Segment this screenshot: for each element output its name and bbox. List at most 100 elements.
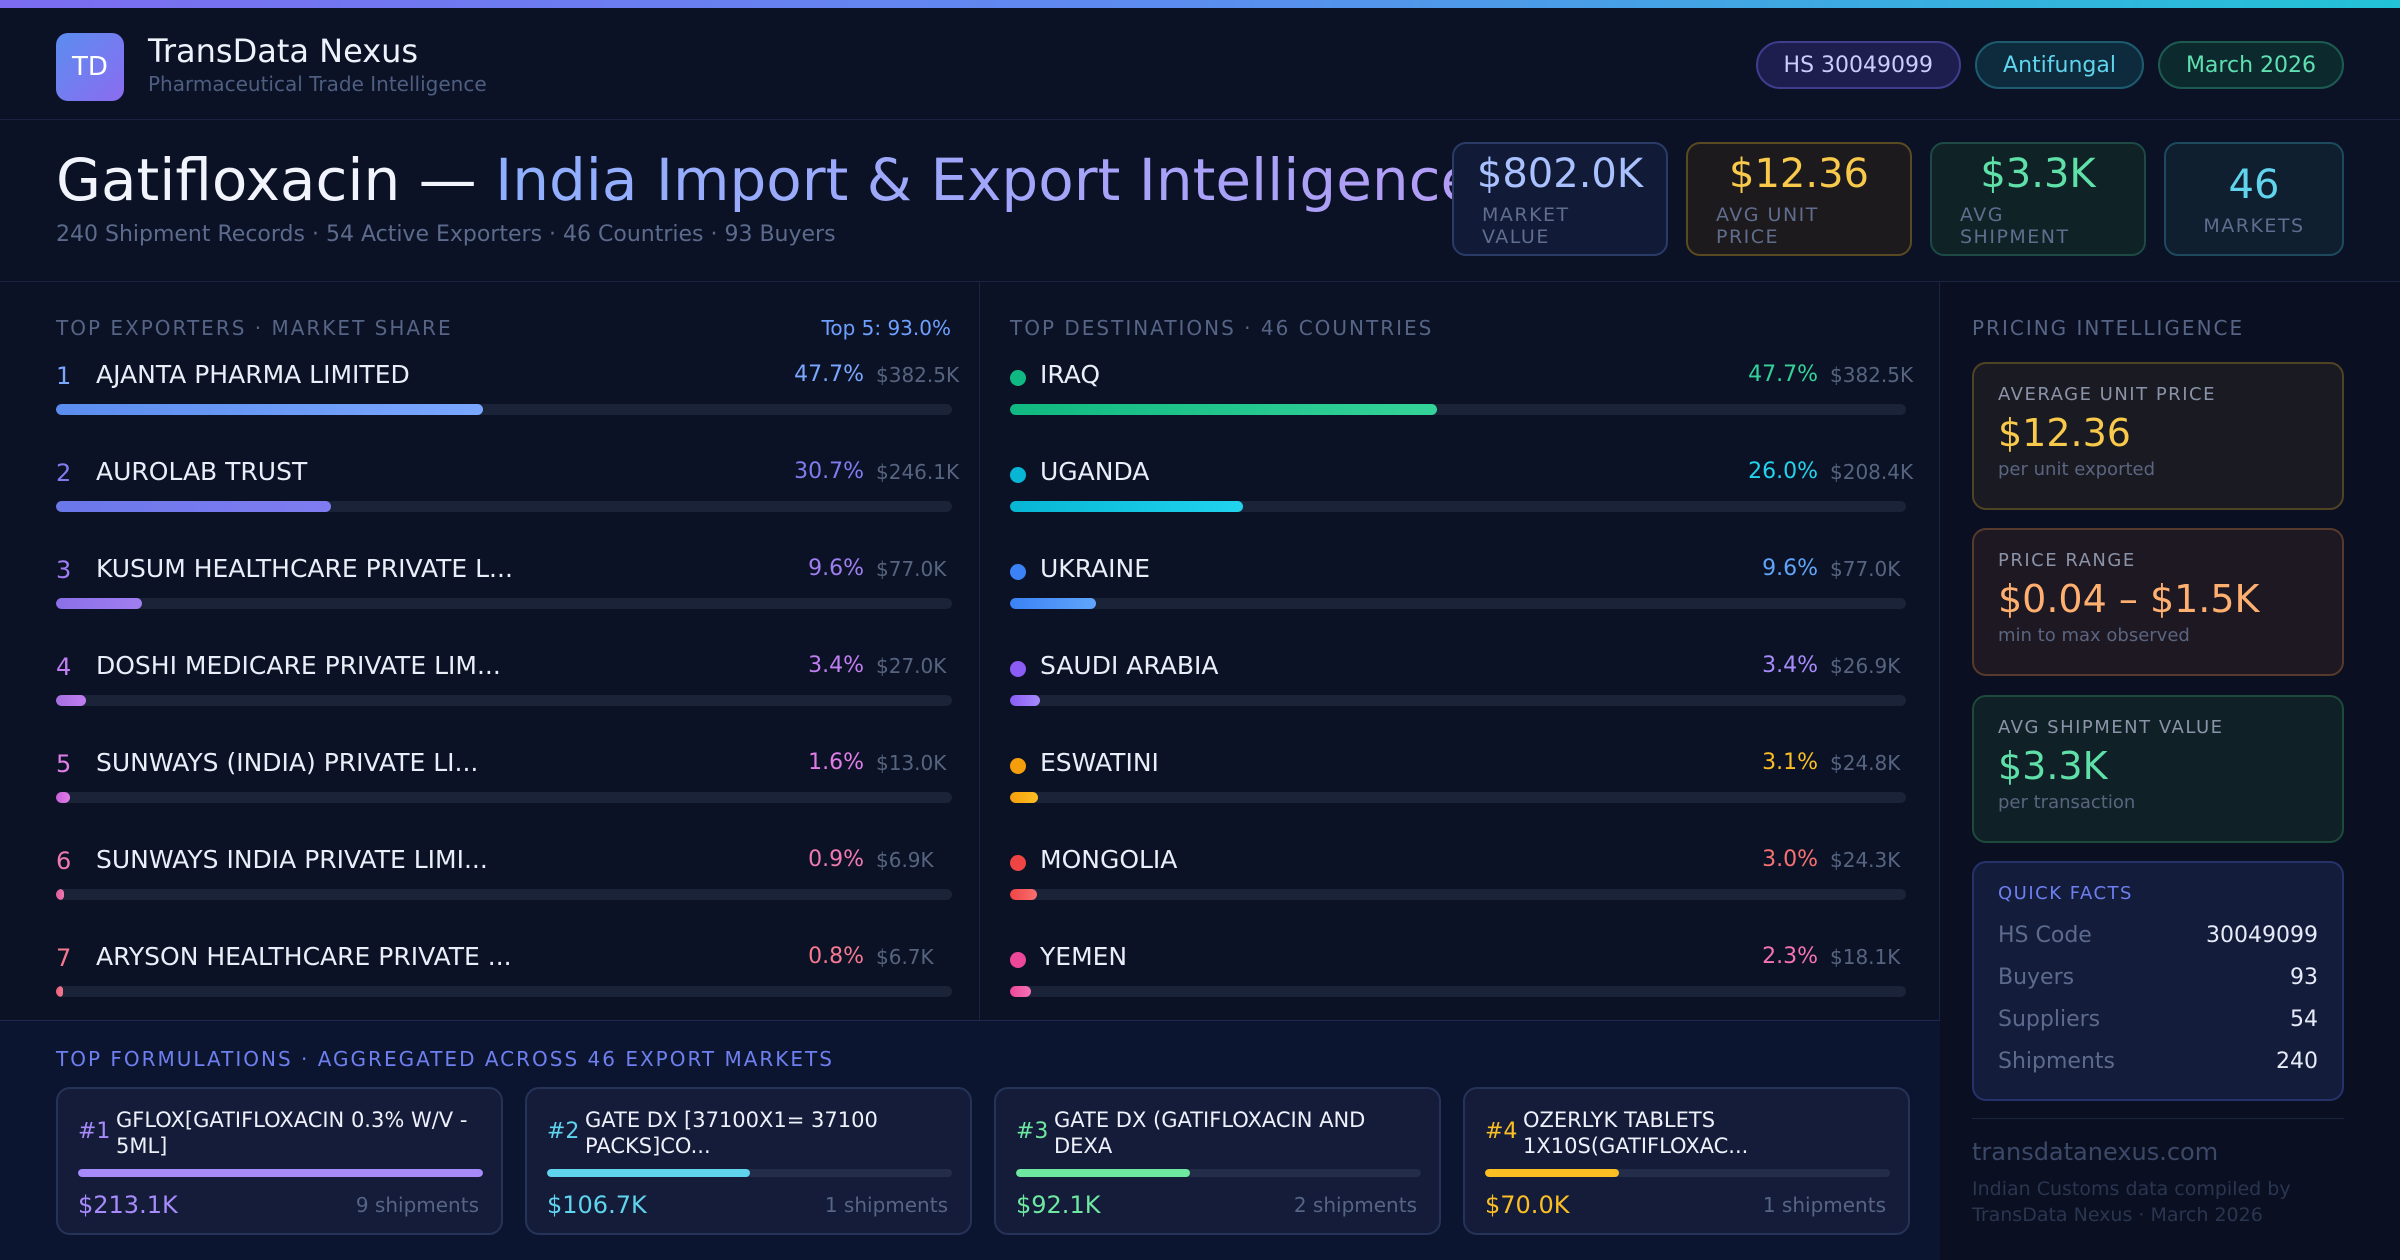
formulation-card[interactable]: #2 GATE DX [37100X1= 37100 PACKS]CO... $10… xyxy=(525,1087,972,1235)
date-pill[interactable]: March 2026 xyxy=(2157,41,2344,89)
category-pill[interactable]: Antifungal xyxy=(1975,41,2144,89)
app-header: TD TransData Nexus Pharmaceutical Trade … xyxy=(0,8,2400,120)
exporter-share: 30.7% xyxy=(794,459,864,484)
card-value: $3.3K xyxy=(1998,744,2108,788)
exporter-share: 1.6% xyxy=(808,750,864,775)
card-note: min to max observed xyxy=(1998,625,2190,646)
card-label: AVG SHIPMENT VALUE xyxy=(1998,717,2224,738)
exporter-row[interactable]: 4 DOSHI MEDICARE PRIVATE LIM... 3.4% $27.0K xyxy=(56,651,952,750)
exporter-value: $27.0K xyxy=(876,654,947,678)
exporter-share: 0.8% xyxy=(808,944,864,969)
avg-shipment-value-card: AVG SHIPMENT VALUE $3.3K per transaction xyxy=(1972,695,2344,843)
kpi-label: MARKETS xyxy=(2203,215,2305,237)
exporter-share: 0.9% xyxy=(808,847,864,872)
exporter-row[interactable]: 3 KUSUM HEALTHCARE PRIVATE L... 9.6% $77.0K xyxy=(56,554,952,653)
formulation-value: $92.1K xyxy=(1016,1191,1101,1219)
formulation-share-fill xyxy=(1485,1169,1619,1177)
destination-name: MONGOLIA xyxy=(1040,845,1178,874)
formulation-value: $213.1K xyxy=(78,1191,178,1219)
exporter-name: KUSUM HEALTHCARE PRIVATE L... xyxy=(96,554,513,583)
exporter-share-fill xyxy=(56,986,64,997)
kpi-market-value: $802.0K MARKET VALUE xyxy=(1452,142,1668,256)
exporter-row[interactable]: 1 AJANTA PHARMA LIMITED 47.7% $382.5K xyxy=(56,360,959,459)
destination-value: $208.4K xyxy=(1830,460,1914,484)
destination-share-fill xyxy=(1010,501,1243,512)
destination-value: $18.1K xyxy=(1830,945,1901,969)
kpi-value: $12.36 xyxy=(1729,151,1869,197)
destination-share-bar xyxy=(1010,986,1906,997)
formulation-shipments: 9 shipments xyxy=(355,1193,479,1217)
exporter-row[interactable]: 7 ARYSON HEALTHCARE PRIVATE ... 0.8% $6.7K xyxy=(56,942,952,1041)
fact-key: HS Code xyxy=(1998,922,2092,948)
pricing-panel: PRICING INTELLIGENCE AVERAGE UNIT PRICE … xyxy=(1940,282,2400,1260)
card-label: AVERAGE UNIT PRICE xyxy=(1998,384,2216,405)
fact-row-suppliers: Suppliers 54 xyxy=(1998,998,2318,1040)
formulation-share-bar xyxy=(78,1169,483,1177)
exporter-value: $77.0K xyxy=(876,557,947,581)
destination-share: 9.6% xyxy=(1762,556,1818,581)
destination-share: 47.7% xyxy=(1748,362,1818,387)
destination-row[interactable]: SAUDI ARABIA 3.4% $26.9K xyxy=(1010,651,1906,750)
exporter-rank: 3 xyxy=(56,556,72,584)
destination-row[interactable]: YEMEN 2.3% $18.1K xyxy=(1010,942,1906,1041)
destination-row[interactable]: MONGOLIA 3.0% $24.3K xyxy=(1010,845,1906,944)
destination-value: $24.3K xyxy=(1830,848,1901,872)
formulation-share-bar xyxy=(1016,1169,1421,1177)
formulation-name: GFLOX[GATIFLOXACIN 0.3% W/V - 5ML] xyxy=(116,1108,468,1158)
exporter-share-fill xyxy=(56,792,71,803)
hs-code-pill[interactable]: HS 30049099 xyxy=(1755,41,1962,89)
formulation-card[interactable]: #1 GFLOX[GATIFLOXACIN 0.3% W/V - 5ML] $213… xyxy=(56,1087,503,1235)
destination-row[interactable]: UKRAINE 9.6% $77.0K xyxy=(1010,554,1906,653)
destination-name: ESWATINI xyxy=(1040,748,1159,777)
country-dot-icon xyxy=(1010,564,1026,580)
destination-share-bar xyxy=(1010,889,1906,900)
exporter-share-fill xyxy=(56,501,332,512)
exporter-row[interactable]: 5 SUNWAYS (INDIA) PRIVATE LI... 1.6% $13.0K xyxy=(56,748,952,847)
exporters-heading: TOP EXPORTERS · MARKET SHARE xyxy=(56,316,453,340)
destination-share: 3.1% xyxy=(1762,750,1818,775)
exporter-value: $6.9K xyxy=(876,848,934,872)
exporter-share: 47.7% xyxy=(794,362,864,387)
destination-share-fill xyxy=(1010,404,1438,415)
kpi-value: $3.3K xyxy=(1980,151,2096,197)
destination-row[interactable]: ESWATINI 3.1% $24.8K xyxy=(1010,748,1906,847)
country-dot-icon xyxy=(1010,758,1026,774)
exporter-share-bar xyxy=(56,695,952,706)
formulation-rank: #4 xyxy=(1485,1119,1518,1144)
destination-row[interactable]: IRAQ 47.7% $382.5K xyxy=(1010,360,1913,459)
country-dot-icon xyxy=(1010,661,1026,677)
country-dot-icon xyxy=(1010,855,1026,871)
title-product: Gatifloxacin — xyxy=(56,146,477,214)
formulation-share-fill xyxy=(78,1169,483,1177)
brand-logo[interactable]: TD xyxy=(56,33,124,101)
exporter-name: AUROLAB TRUST xyxy=(96,457,308,486)
formulation-share-bar xyxy=(547,1169,952,1177)
destination-share-fill xyxy=(1010,889,1037,900)
destination-share: 26.0% xyxy=(1748,459,1818,484)
kpi-label: AVG SHIPMENT xyxy=(1960,204,2070,248)
exporter-row[interactable]: 2 AUROLAB TRUST 30.7% $246.1K xyxy=(56,457,959,556)
exporter-share-bar xyxy=(56,598,952,609)
formulation-name: GATE DX [37100X1= 37100 PACKS]CO... xyxy=(585,1108,878,1158)
exporter-name: SUNWAYS INDIA PRIVATE LIMI... xyxy=(96,845,488,874)
formulation-value: $106.7K xyxy=(547,1191,647,1219)
destination-name: YEMEN xyxy=(1040,942,1128,971)
fact-row-hs-code: HS Code 30049099 xyxy=(1998,914,2318,956)
filter-pills: HS 30049099 Antifungal March 2026 xyxy=(1755,41,2344,89)
formulation-card[interactable]: #4 OZERLYK TABLETS 1X10S(GATIFLOXAC... $70… xyxy=(1463,1087,1910,1235)
country-dot-icon xyxy=(1010,370,1026,386)
destination-share-bar xyxy=(1010,792,1906,803)
destination-row[interactable]: UGANDA 26.0% $208.4K xyxy=(1010,457,1913,556)
title-band: Gatifloxacin — India Import & Export Int… xyxy=(0,120,2400,282)
formulation-rank: #1 xyxy=(78,1119,111,1144)
formulation-card[interactable]: #3 GATE DX (GATIFLOXACIN AND DEXA $92.1K 2 … xyxy=(994,1087,1441,1235)
destination-name: UGANDA xyxy=(1040,457,1150,486)
kpi-avg-unit-price: $12.36 AVG UNIT PRICE xyxy=(1686,142,1912,256)
fact-value: 30049099 xyxy=(2206,922,2318,948)
card-note: per unit exported xyxy=(1998,459,2156,480)
exporter-share-fill xyxy=(56,404,484,415)
footer-site-link[interactable]: transdatanexus.com xyxy=(1972,1138,2219,1166)
exporter-row[interactable]: 6 SUNWAYS INDIA PRIVATE LIMI... 0.9% $6.9K xyxy=(56,845,952,944)
quick-facts-card: QUICK FACTS HS Code 30049099 Buyers 93 Sup… xyxy=(1972,861,2344,1101)
accent-stripe xyxy=(0,0,2400,8)
